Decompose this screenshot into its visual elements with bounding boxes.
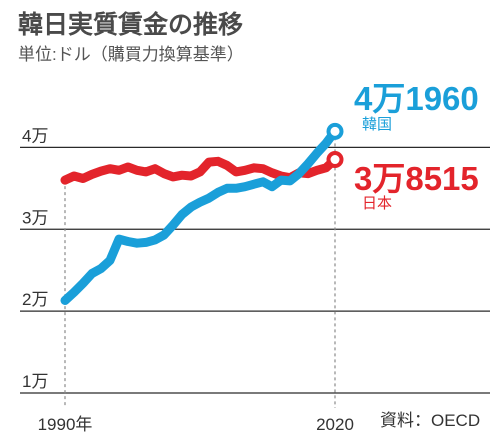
y-tick-labels: 4万 3万 2万 1万: [22, 126, 48, 391]
x-tick-label: 2020: [316, 415, 354, 434]
series-line-2: [60, 126, 340, 305]
data-source-note: 資料：OECD: [380, 411, 481, 430]
series-end-marker-2: [326, 122, 344, 140]
series-lines: [60, 126, 340, 305]
korea-end-value-label: 4万1960: [354, 80, 479, 117]
japan-end-value-label: 3万8515: [354, 160, 479, 197]
japan-series-name: 日本: [362, 195, 393, 212]
chart-subtitle: 単位:ドル（購買力換算基準）: [18, 45, 244, 64]
korea-series-name: 韓国: [362, 116, 393, 133]
y-tick-label: 1万: [22, 372, 48, 391]
y-tick-label: 2万: [22, 290, 48, 309]
series-end-markers: [326, 122, 344, 169]
series-end-marker-1: [326, 151, 344, 169]
y-tick-label: 3万: [22, 208, 48, 227]
y-gridlines: [20, 146, 490, 394]
chart-title: 韓日実質賃金の推移: [18, 11, 244, 39]
x-guide-lines: [64, 131, 336, 408]
x-tick-label: 1990年: [38, 415, 93, 434]
y-tick-label: 4万: [22, 126, 48, 145]
x-tick-labels: 1990年 2020: [38, 415, 354, 434]
